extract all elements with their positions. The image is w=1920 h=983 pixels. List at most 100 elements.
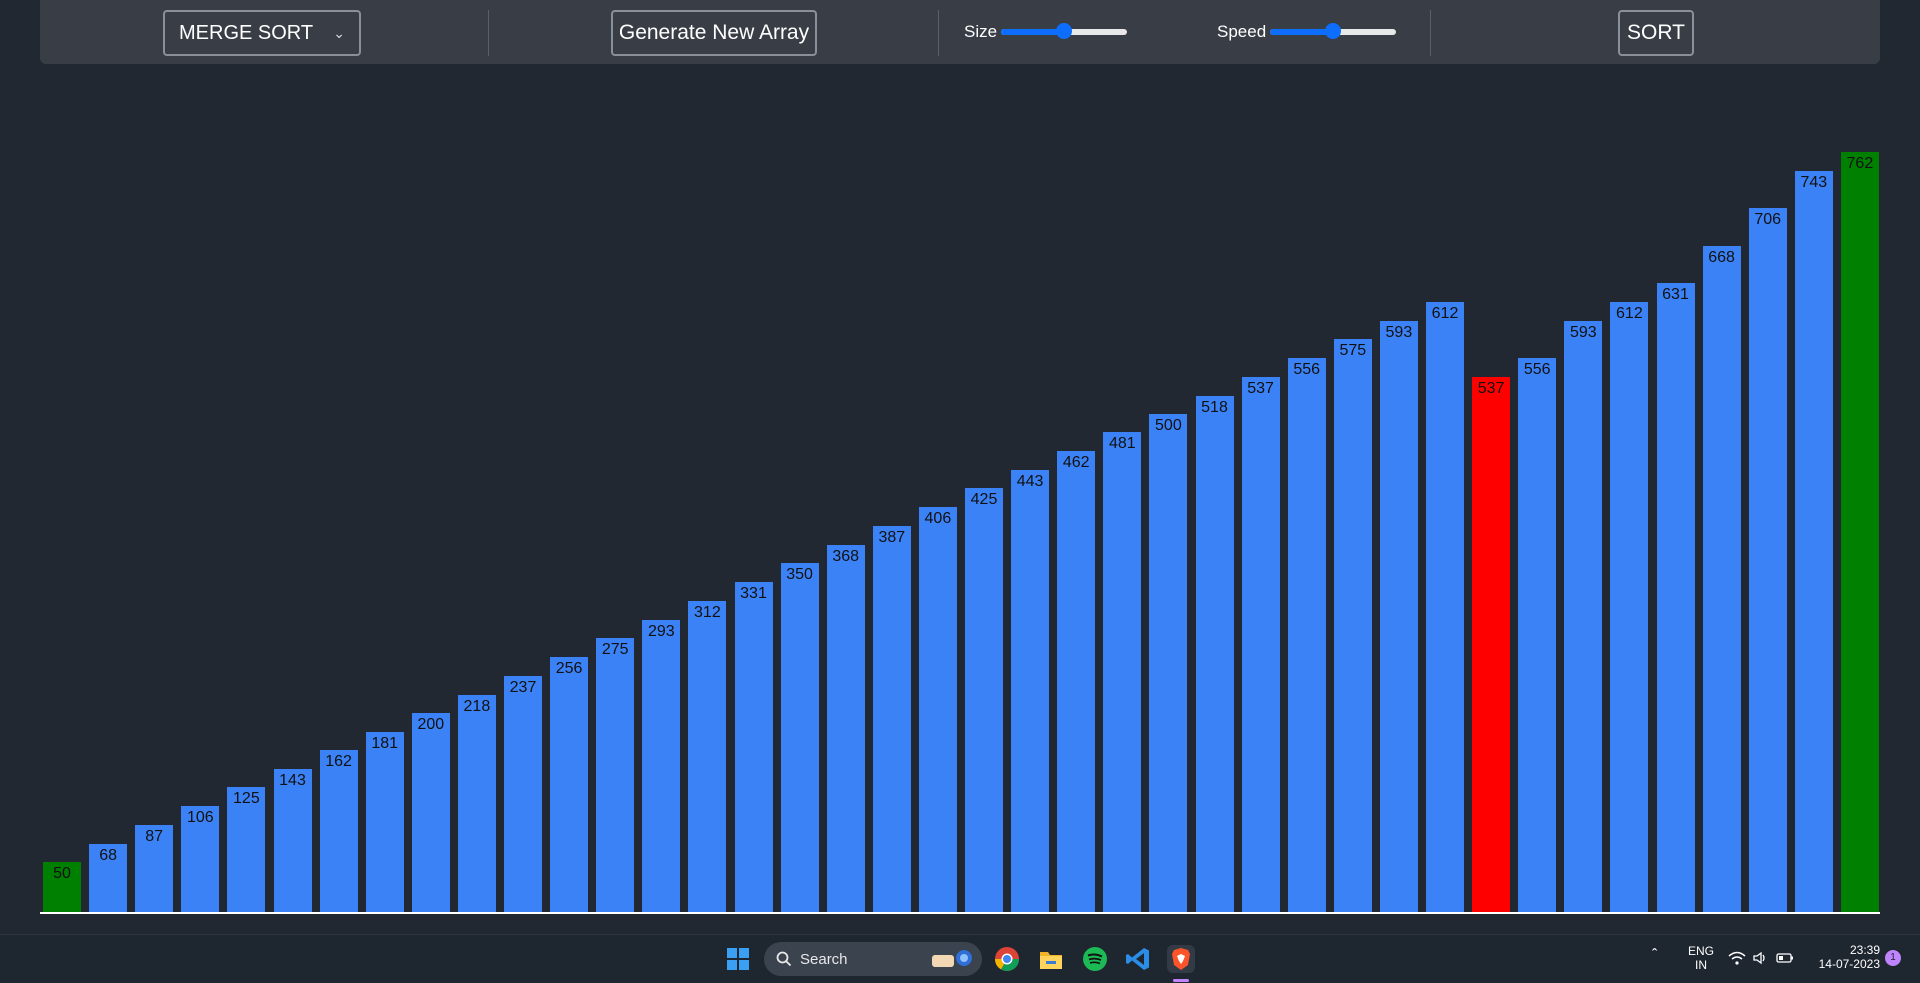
- array-bar: [1702, 246, 1741, 912]
- bar-value-label: 537: [1247, 379, 1274, 397]
- array-bar: [1011, 470, 1050, 912]
- controls-toolbar: MERGE SORT ⌄ Generate New Array Size Spe…: [40, 0, 1880, 64]
- vscode-icon[interactable]: [1124, 945, 1152, 973]
- toolbar-divider: [488, 10, 489, 56]
- bar-value-label: 368: [832, 548, 860, 566]
- bar-value-label: 50: [53, 865, 71, 883]
- sort-button[interactable]: SORT: [1618, 10, 1694, 56]
- bar-value-label: 518: [1201, 398, 1228, 416]
- array-bar: [550, 656, 589, 912]
- size-slider-fill: [1001, 29, 1064, 35]
- notification-badge[interactable]: 1: [1885, 950, 1901, 966]
- array-bar: [319, 750, 358, 912]
- bar-value-label: 237: [509, 678, 537, 696]
- search-highlight-icon: [930, 947, 974, 976]
- bar-value-label: 593: [1385, 323, 1413, 341]
- volume-icon[interactable]: [1752, 950, 1768, 971]
- bar-value-label: 406: [924, 510, 952, 528]
- speed-slider[interactable]: [1270, 23, 1396, 39]
- windows-start-icon[interactable]: [724, 945, 752, 973]
- bar-value-label: 706: [1754, 211, 1782, 229]
- array-bar: [1840, 152, 1879, 912]
- array-bar: [457, 694, 496, 912]
- speed-slider-thumb[interactable]: [1325, 23, 1341, 39]
- bar-value-label: 743: [1800, 174, 1828, 192]
- generate-array-label: Generate New Array: [618, 21, 810, 44]
- bar-value-label: 106: [186, 809, 214, 827]
- array-bar: [1426, 301, 1464, 912]
- size-slider-thumb[interactable]: [1056, 23, 1072, 39]
- bar-value-label: 256: [555, 659, 583, 677]
- array-bar: [1287, 357, 1326, 912]
- array-bar: [1149, 413, 1188, 912]
- array-bar: [1195, 395, 1234, 912]
- array-bar: [1333, 338, 1372, 912]
- bar-value-label: 181: [371, 734, 399, 752]
- bar-value-label: 218: [463, 697, 491, 715]
- spotify-icon[interactable]: [1081, 945, 1109, 973]
- bar-value-label: 200: [417, 715, 445, 733]
- bar-value-label: 462: [1062, 454, 1090, 472]
- chrome-icon[interactable]: [993, 945, 1021, 973]
- array-bar: [1472, 376, 1511, 912]
- bar-value-label: 350: [786, 566, 813, 584]
- bar-value-label: 387: [878, 529, 906, 547]
- wifi-icon[interactable]: [1728, 950, 1746, 971]
- array-bar: [1379, 320, 1418, 912]
- bar-value-label: 331: [740, 584, 767, 602]
- size-label: Size: [964, 22, 998, 41]
- size-slider[interactable]: [1001, 23, 1127, 39]
- chevron-down-icon: ⌄: [333, 24, 345, 41]
- bar-value-label: 162: [325, 753, 352, 771]
- algorithm-select-value: MERGE SORT: [179, 21, 314, 44]
- array-bar: [135, 825, 174, 912]
- array-bar: [1518, 357, 1557, 912]
- array-bar: [43, 862, 81, 912]
- battery-icon[interactable]: [1776, 951, 1794, 970]
- brave-icon[interactable]: [1167, 945, 1195, 973]
- bar-value-label: 556: [1523, 360, 1551, 378]
- bar-value-label: 481: [1108, 435, 1136, 453]
- sort-label: SORT: [1627, 21, 1685, 44]
- array-bar: [734, 581, 773, 912]
- array-bar: [965, 488, 1003, 912]
- bar-value-label: 762: [1846, 155, 1874, 173]
- active-app-indicator: [1173, 979, 1189, 982]
- algorithm-select[interactable]: MERGE SORT ⌄: [163, 10, 361, 56]
- clock-date: 14-07-2023: [1818, 957, 1880, 971]
- array-bar: [1241, 376, 1280, 912]
- generate-array-button[interactable]: Generate New Array: [611, 10, 817, 56]
- bar-value-label: 293: [647, 622, 675, 640]
- array-bar: [1748, 208, 1787, 912]
- array-bar: [1564, 320, 1603, 912]
- language-code: ENG: [1687, 944, 1714, 958]
- region-code: IN: [1695, 958, 1707, 972]
- bar-value-label: 500: [1155, 416, 1182, 434]
- chevron-up-icon[interactable]: ˆ: [1652, 947, 1658, 964]
- array-bar: [642, 619, 681, 912]
- array-bar: [826, 545, 865, 912]
- windows-taskbar: Search: [0, 934, 1920, 983]
- array-bar: [596, 637, 635, 912]
- array-bar: [780, 563, 819, 912]
- speed-slider-fill: [1270, 29, 1333, 35]
- array-bar: [181, 806, 220, 912]
- bar-value-label: 275: [601, 640, 629, 658]
- bar-value-label: 87: [145, 828, 164, 846]
- chart-baseline: [40, 912, 1880, 914]
- language-indicator[interactable]: ENG IN: [1686, 944, 1716, 972]
- bar-value-label: 612: [1431, 304, 1459, 322]
- bar-value-label: 425: [970, 491, 998, 509]
- bar-value-label: 556: [1293, 360, 1321, 378]
- clock[interactable]: 23:39 14-07-2023: [1800, 943, 1880, 971]
- speed-label: Speed: [1217, 22, 1267, 41]
- bar-value-label: 593: [1569, 323, 1597, 341]
- array-bar: [1794, 171, 1833, 912]
- array-bar: [1610, 301, 1649, 912]
- notification-count: 1: [1890, 952, 1896, 963]
- array-bar: [918, 507, 957, 912]
- taskbar-search[interactable]: Search: [764, 942, 982, 976]
- bar-value-label: 537: [1477, 379, 1505, 397]
- bar-value-label: 612: [1616, 304, 1643, 322]
- file-explorer-icon[interactable]: [1037, 945, 1065, 973]
